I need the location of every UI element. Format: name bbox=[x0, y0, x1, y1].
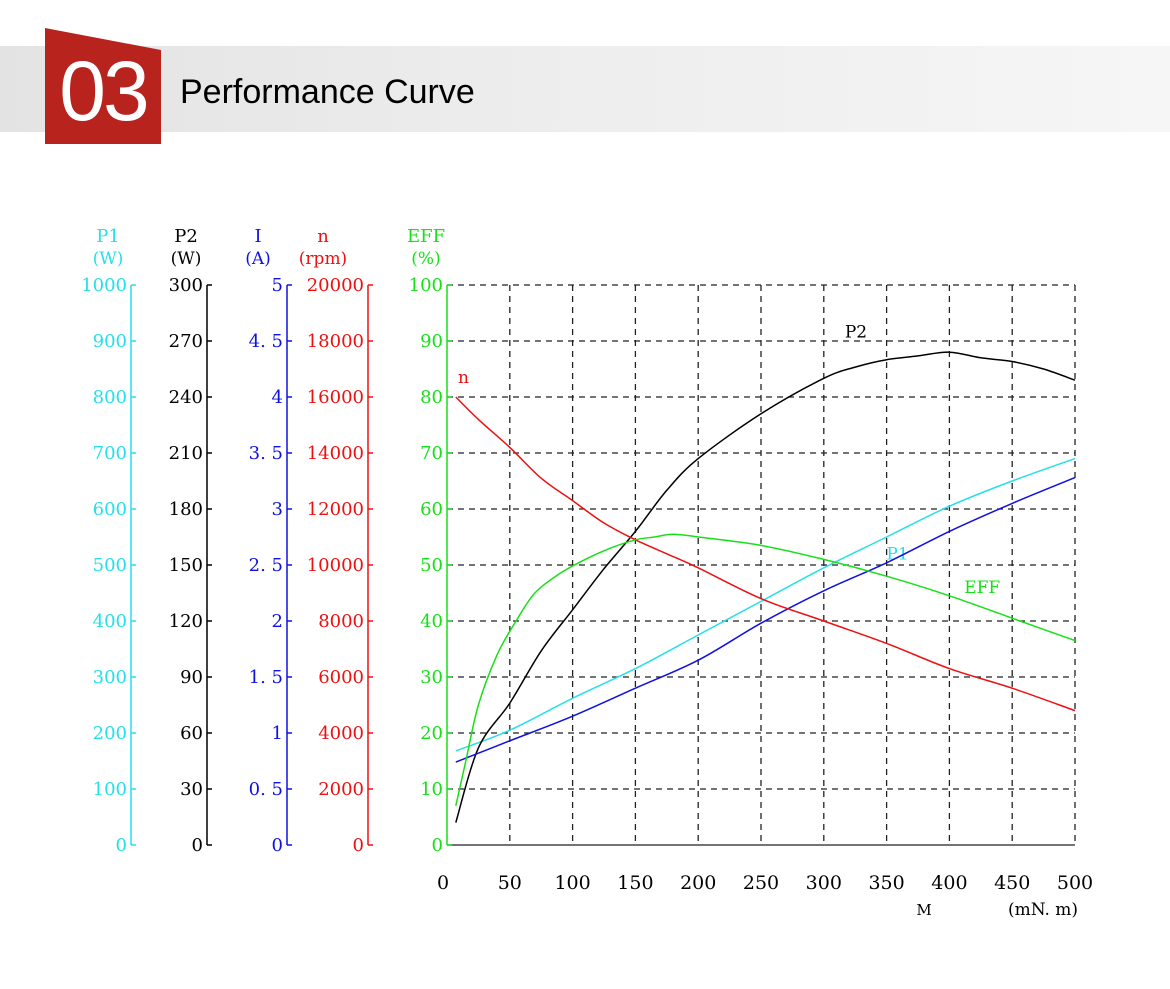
y-tick-label-P1: 300 bbox=[93, 667, 127, 688]
y-axis-unit-n: (rpm) bbox=[299, 249, 347, 269]
y-tick-label-EFF: 50 bbox=[420, 555, 443, 576]
y-tick-label-P2: 180 bbox=[169, 499, 203, 520]
y-tick-label-P1: 600 bbox=[93, 499, 127, 520]
x-tick-label: 400 bbox=[931, 872, 967, 894]
series-label-P1: P1 bbox=[886, 544, 908, 564]
y-tick-label-n: 8000 bbox=[318, 611, 364, 632]
y-tick-label-P1: 0 bbox=[116, 835, 127, 856]
y-axis-unit-P2: (W) bbox=[171, 249, 202, 269]
x-tick-label: 200 bbox=[680, 872, 716, 894]
y-tick-label-n: 6000 bbox=[318, 667, 364, 688]
y-axis-name-EFF: EFF bbox=[407, 226, 445, 247]
y-axis-name-n: n bbox=[317, 226, 329, 247]
y-tick-label-I: 3. 5 bbox=[249, 443, 283, 464]
y-tick-label-P2: 150 bbox=[169, 555, 203, 576]
series-line-P2 bbox=[455, 351, 1076, 823]
y-tick-label-n: 20000 bbox=[307, 275, 364, 296]
y-tick-label-EFF: 70 bbox=[420, 443, 443, 464]
y-tick-label-EFF: 80 bbox=[420, 387, 443, 408]
x-axis-unit: (mN. m) bbox=[1008, 900, 1078, 920]
header-bar bbox=[0, 46, 1170, 132]
y-tick-label-P2: 270 bbox=[169, 331, 203, 352]
y-tick-label-I: 1 bbox=[272, 723, 283, 744]
series-label-EFF: EFF bbox=[964, 578, 1000, 598]
y-tick-label-P1: 400 bbox=[93, 611, 127, 632]
y-tick-label-n: 4000 bbox=[318, 723, 364, 744]
y-tick-label-P2: 90 bbox=[180, 667, 203, 688]
y-axis-name-P1: P1 bbox=[96, 226, 120, 247]
badge-shape bbox=[45, 28, 161, 144]
x-tick-label: 350 bbox=[868, 872, 904, 894]
y-tick-label-P1: 900 bbox=[93, 331, 127, 352]
series-line-n bbox=[455, 396, 1076, 712]
y-tick-label-I: 0 bbox=[272, 835, 283, 856]
x-tick-label: 300 bbox=[806, 872, 842, 894]
y-tick-label-n: 10000 bbox=[307, 555, 364, 576]
y-tick-label-EFF: 0 bbox=[432, 835, 443, 856]
y-axis-unit-I: (A) bbox=[245, 249, 271, 269]
y-tick-label-I: 4. 5 bbox=[249, 331, 283, 352]
y-tick-label-P2: 60 bbox=[180, 723, 203, 744]
y-tick-label-I: 2 bbox=[272, 611, 283, 632]
section-number: 03 bbox=[59, 44, 149, 138]
y-tick-label-n: 18000 bbox=[307, 331, 364, 352]
x-tick-label: 100 bbox=[554, 872, 590, 894]
y-tick-label-I: 2. 5 bbox=[249, 555, 283, 576]
x-tick-label: 50 bbox=[498, 872, 522, 894]
y-tick-label-I: 4 bbox=[272, 387, 283, 408]
y-tick-label-EFF: 90 bbox=[420, 331, 443, 352]
y-tick-label-P1: 200 bbox=[93, 723, 127, 744]
y-tick-label-P1: 1000 bbox=[81, 275, 127, 296]
x-tick-label: 250 bbox=[743, 872, 779, 894]
y-tick-label-n: 16000 bbox=[307, 387, 364, 408]
y-tick-label-P1: 700 bbox=[93, 443, 127, 464]
y-tick-label-n: 14000 bbox=[307, 443, 364, 464]
x-axis-label: M bbox=[916, 901, 931, 919]
x-tick-label: 150 bbox=[617, 872, 653, 894]
series-line-P1 bbox=[455, 457, 1076, 752]
series-line-I bbox=[455, 476, 1076, 763]
y-tick-label-I: 0. 5 bbox=[249, 779, 283, 800]
y-tick-label-EFF: 20 bbox=[420, 723, 443, 744]
y-tick-label-EFF: 30 bbox=[420, 667, 443, 688]
y-axis-name-I: I bbox=[254, 226, 261, 247]
y-tick-label-EFF: 100 bbox=[409, 275, 443, 296]
y-tick-label-I: 1. 5 bbox=[249, 667, 283, 688]
y-tick-label-EFF: 40 bbox=[420, 611, 443, 632]
y-tick-label-P2: 240 bbox=[169, 387, 203, 408]
y-tick-label-EFF: 10 bbox=[420, 779, 443, 800]
y-tick-label-P2: 210 bbox=[169, 443, 203, 464]
series-label-n: n bbox=[458, 368, 469, 388]
x-tick-label: 450 bbox=[994, 872, 1030, 894]
y-tick-label-P2: 0 bbox=[192, 835, 203, 856]
y-tick-label-n: 0 bbox=[353, 835, 364, 856]
y-tick-label-n: 12000 bbox=[307, 499, 364, 520]
y-axis-name-P2: P2 bbox=[174, 226, 198, 247]
x-tick-label: 0 bbox=[437, 872, 449, 894]
y-tick-label-P2: 120 bbox=[169, 611, 203, 632]
y-tick-label-P1: 100 bbox=[93, 779, 127, 800]
series-label-P2: P2 bbox=[845, 322, 867, 342]
y-axis-unit-P1: (W) bbox=[93, 249, 124, 269]
y-tick-label-I: 3 bbox=[272, 499, 283, 520]
y-tick-label-P2: 300 bbox=[169, 275, 203, 296]
x-tick-label: 500 bbox=[1057, 872, 1093, 894]
y-axis-unit-EFF: (%) bbox=[411, 249, 440, 269]
section-badge bbox=[45, 28, 161, 144]
y-tick-label-EFF: 60 bbox=[420, 499, 443, 520]
section-title: Performance Curve bbox=[180, 73, 475, 111]
y-tick-label-I: 5 bbox=[272, 275, 283, 296]
y-tick-label-n: 2000 bbox=[318, 779, 364, 800]
y-tick-label-P1: 800 bbox=[93, 387, 127, 408]
y-tick-label-P2: 30 bbox=[180, 779, 203, 800]
y-tick-label-P1: 500 bbox=[93, 555, 127, 576]
series-line-EFF bbox=[455, 533, 1076, 806]
